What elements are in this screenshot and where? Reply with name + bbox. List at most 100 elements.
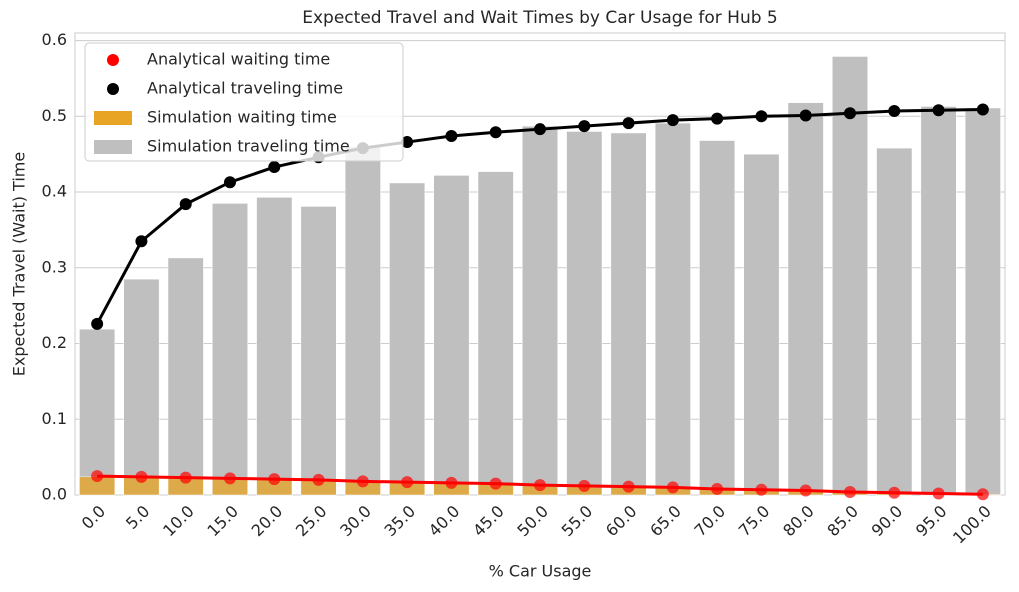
- x-tick-label: 10.0: [159, 502, 198, 541]
- legend-label: Simulation waiting time: [147, 108, 337, 127]
- point: [888, 486, 901, 499]
- legend-swatch: [94, 111, 132, 125]
- bar: [300, 206, 337, 496]
- point: [445, 130, 458, 143]
- legend-label: Analytical waiting time: [147, 50, 330, 69]
- point: [799, 484, 812, 497]
- point: [666, 114, 679, 127]
- bar: [256, 197, 293, 496]
- point: [534, 123, 546, 136]
- bar: [920, 106, 957, 496]
- point: [179, 198, 192, 211]
- bar: [654, 122, 691, 496]
- point: [755, 483, 768, 496]
- x-tick-label: 95.0: [912, 502, 951, 541]
- point: [268, 161, 281, 174]
- chart-title: Expected Travel and Wait Times by Car Us…: [302, 8, 778, 28]
- x-tick-label: 35.0: [381, 502, 420, 541]
- x-tick-label: 45.0: [469, 502, 508, 541]
- point: [578, 479, 591, 492]
- point: [976, 103, 989, 116]
- bar: [433, 175, 470, 496]
- point: [578, 120, 591, 133]
- bar: [566, 131, 603, 496]
- y-tick-label: 0.5: [42, 106, 67, 125]
- bar: [699, 140, 736, 496]
- x-tick-label: 15.0: [203, 502, 242, 541]
- legend-marker: [107, 54, 119, 66]
- bar: [123, 278, 160, 496]
- y-axis-label: Expected Travel (Wait) Time: [10, 152, 29, 376]
- x-tick-label: 40.0: [425, 502, 464, 541]
- bar: [832, 56, 868, 496]
- point: [401, 476, 414, 489]
- bar: [743, 153, 780, 496]
- bar: [787, 102, 824, 496]
- legend-label: Simulation traveling time: [147, 137, 350, 156]
- point: [445, 476, 458, 489]
- point: [268, 473, 281, 486]
- bar: [389, 182, 426, 496]
- y-tick-label: 0.4: [42, 182, 67, 201]
- x-tick-label: 80.0: [779, 502, 818, 541]
- point: [711, 112, 724, 125]
- x-tick-label: 55.0: [558, 502, 597, 541]
- point: [976, 488, 989, 501]
- bar: [477, 171, 514, 496]
- x-tick-label: 60.0: [602, 502, 641, 541]
- point: [844, 107, 856, 120]
- x-axis-label: % Car Usage: [489, 562, 592, 581]
- x-tick-label: 25.0: [292, 502, 331, 541]
- bar: [212, 203, 248, 496]
- point: [91, 317, 104, 330]
- x-tick-label: 30.0: [336, 502, 375, 541]
- point: [224, 472, 236, 485]
- point: [622, 117, 635, 130]
- bar: [876, 147, 913, 496]
- point: [711, 482, 724, 495]
- point: [755, 110, 768, 123]
- y-tick-label: 0.6: [42, 30, 67, 49]
- legend-label: Analytical traveling time: [147, 79, 343, 98]
- x-tick-label: 90.0: [868, 502, 907, 541]
- y-tick-label: 0.0: [42, 485, 67, 504]
- point: [622, 480, 635, 493]
- point: [356, 475, 369, 488]
- x-tick-label: 5.0: [122, 502, 153, 533]
- x-tick-label: 70.0: [691, 502, 730, 541]
- x-tick-label: 100.0: [949, 502, 995, 548]
- y-tick-label: 0.3: [42, 257, 67, 276]
- bar: [344, 146, 381, 496]
- x-tick-label: 85.0: [823, 502, 862, 541]
- point: [91, 470, 104, 483]
- point: [666, 481, 679, 494]
- y-tick-label: 0.1: [42, 409, 67, 428]
- x-tick-label: 65.0: [646, 502, 685, 541]
- legend-marker: [107, 83, 119, 95]
- legend-box: [84, 42, 404, 162]
- bar: [610, 132, 647, 496]
- point: [489, 126, 502, 139]
- x-tick-label: 0.0: [78, 502, 109, 533]
- x-tick-label: 20.0: [248, 502, 287, 541]
- point: [312, 473, 325, 486]
- bar: [522, 125, 558, 496]
- point: [224, 176, 236, 189]
- x-tick-label: 75.0: [735, 502, 774, 541]
- bar: [167, 257, 204, 496]
- point: [932, 104, 945, 117]
- point: [844, 485, 856, 498]
- y-tick-label: 0.2: [42, 333, 67, 352]
- point: [135, 235, 148, 248]
- point: [799, 109, 812, 122]
- point: [135, 470, 148, 483]
- point: [888, 105, 901, 118]
- legend: Analytical waiting time Analytical travel…: [84, 42, 404, 162]
- point: [401, 136, 414, 149]
- point: [534, 479, 546, 492]
- bar: [964, 107, 1001, 496]
- legend-swatch: [94, 140, 132, 154]
- point: [489, 477, 502, 490]
- x-tick-label: 50.0: [513, 502, 552, 541]
